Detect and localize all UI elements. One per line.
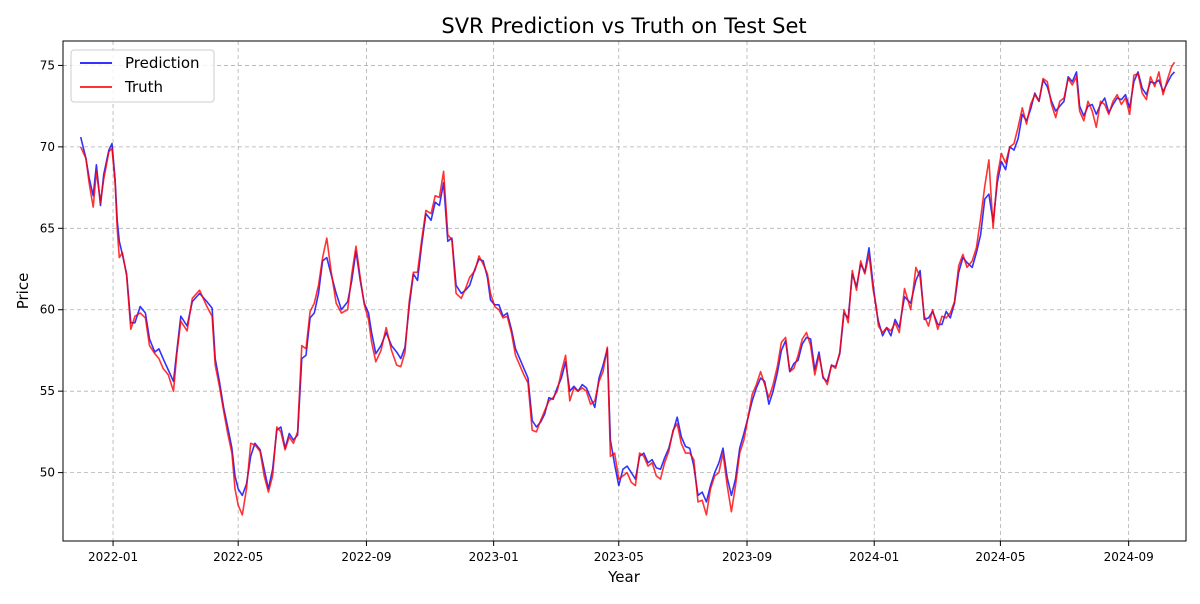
y-tick-label: 65: [40, 221, 55, 235]
y-tick-label: 50: [40, 466, 55, 480]
legend: Prediction Truth: [70, 49, 215, 103]
x-tick-label: 2022-09: [341, 550, 391, 564]
x-tick-label: 2024-01: [849, 550, 899, 564]
x-tick-label: 2024-05: [975, 550, 1025, 564]
y-axis-ticks: 50 55 60 65 70 75: [40, 58, 63, 480]
x-tick-label: 2024-09: [1104, 550, 1154, 564]
legend-label-truth: Truth: [124, 78, 163, 96]
series-layer: [79, 61, 1176, 516]
y-axis-label: Price: [14, 273, 32, 310]
x-tick-label: 2022-05: [213, 550, 263, 564]
y-tick-label: 75: [40, 58, 55, 72]
y-tick-label: 55: [40, 384, 55, 398]
x-tick-label: 2022-01: [88, 550, 138, 564]
chart-title: SVR Prediction vs Truth on Test Set: [441, 14, 806, 38]
legend-label-prediction: Prediction: [125, 54, 200, 72]
axes-frame: [62, 40, 1187, 542]
series-line-truth: [79, 61, 1176, 516]
grid-lines: [63, 41, 1186, 541]
x-tick-label: 2023-01: [469, 550, 519, 564]
y-tick-label: 70: [40, 140, 55, 154]
y-tick-label: 60: [40, 303, 55, 317]
x-tick-label: 2023-09: [722, 550, 772, 564]
x-axis-ticks: 2022-01 2022-05 2022-09 2023-01 2023-05 2023-…: [88, 541, 1154, 564]
x-axis-label: Year: [607, 568, 641, 586]
x-tick-label: 2023-05: [594, 550, 644, 564]
